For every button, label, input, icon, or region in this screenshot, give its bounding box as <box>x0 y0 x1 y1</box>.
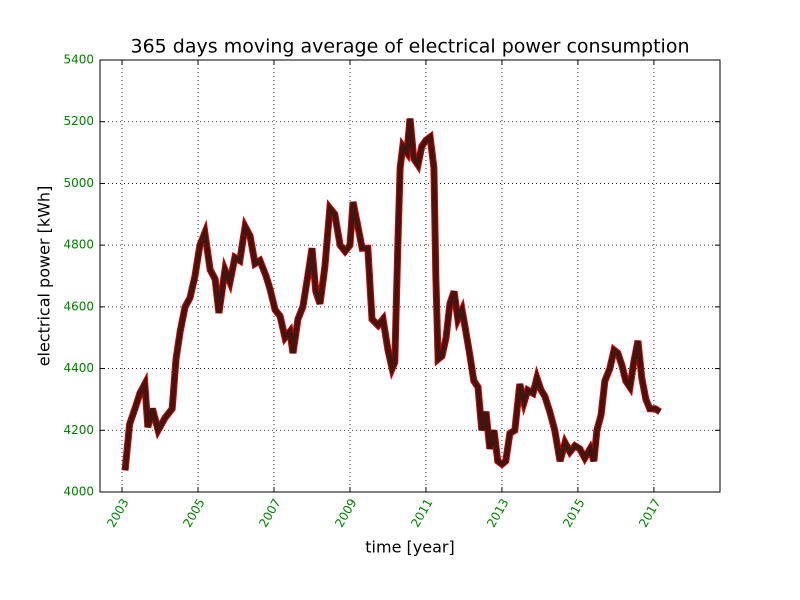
y-tick-label: 4200 <box>63 423 94 437</box>
y-tick-label: 4800 <box>63 238 94 252</box>
plot <box>121 118 662 471</box>
chart-title: 365 days moving average of electrical po… <box>131 36 690 58</box>
y-axis-label: electrical power [kWh] <box>35 186 54 367</box>
series-line <box>122 118 662 471</box>
y-tick-label: 4000 <box>63 485 94 499</box>
y-tick-label: 4400 <box>63 361 94 375</box>
y-tick-label: 5000 <box>63 176 94 190</box>
y-tick-label: 5200 <box>63 114 94 128</box>
x-axis-label: time [year] <box>365 538 454 557</box>
y-tick-label: 4600 <box>63 299 94 313</box>
y-tick-label: 5400 <box>63 53 94 67</box>
plot-frame <box>99 59 721 493</box>
